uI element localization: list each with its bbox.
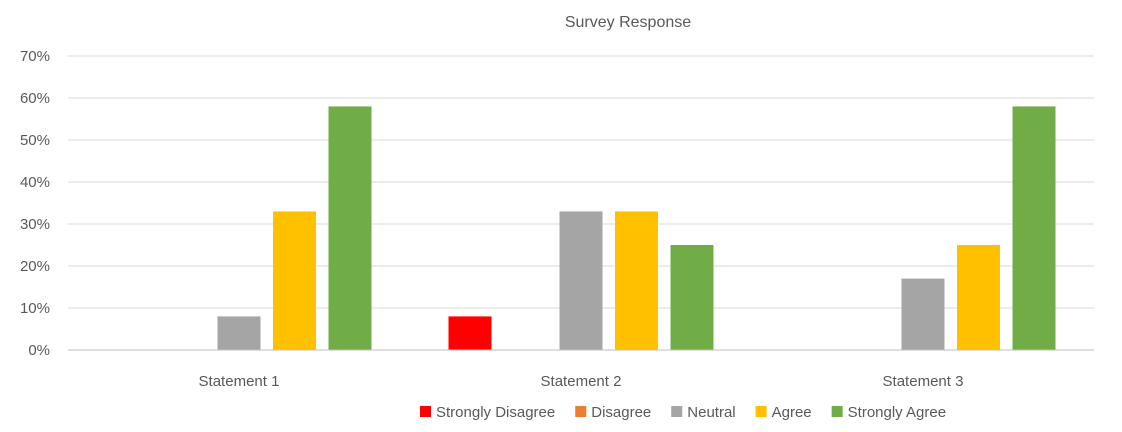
- legend-swatch: [755, 406, 767, 417]
- y-tick-label: 0%: [28, 342, 50, 359]
- bar-agree: [957, 245, 1000, 350]
- y-tick-label: 50%: [20, 132, 50, 149]
- y-tick-label: 20%: [20, 258, 50, 275]
- x-axis-categories: Statement 1 Statement 2 Statement 3: [199, 373, 964, 390]
- legend-item: Disagree: [575, 404, 651, 421]
- legend-item: Agree: [755, 404, 812, 421]
- bar-strongly-agree: [1012, 106, 1056, 351]
- bar-neutral: [559, 211, 603, 350]
- legend-label: Strongly Agree: [848, 404, 946, 421]
- y-tick-label: 30%: [20, 216, 50, 233]
- bar-neutral: [217, 316, 261, 350]
- bar-strongly-agree: [670, 245, 714, 350]
- bar-strongly-disagree: [448, 316, 492, 350]
- bar-agree: [273, 211, 316, 350]
- legend-swatch: [831, 406, 843, 417]
- legend-label: Strongly Disagree: [436, 404, 555, 421]
- legend-item: Strongly Disagree: [420, 404, 555, 421]
- y-tick-label: 10%: [20, 300, 50, 317]
- bar-agree: [615, 211, 658, 350]
- legend-item: Neutral: [671, 404, 736, 421]
- y-tick-label: 40%: [20, 174, 50, 191]
- legend-label: Disagree: [591, 404, 651, 421]
- legend-swatch: [575, 406, 587, 417]
- x-category-label: Statement 2: [541, 373, 622, 390]
- bars: [217, 106, 1056, 351]
- legend-swatch: [671, 406, 683, 417]
- y-tick-label: 70%: [20, 48, 50, 65]
- bar-neutral: [901, 278, 945, 350]
- legend-item: Strongly Agree: [831, 404, 946, 421]
- legend: Strongly Disagree Disagree Neutral Agree Str…: [420, 404, 946, 421]
- chart-title: Survey Response: [565, 14, 691, 31]
- legend-label: Neutral: [687, 404, 735, 421]
- bar-strongly-agree: [328, 106, 372, 351]
- y-tick-label: 60%: [20, 90, 50, 107]
- legend-label: Agree: [772, 404, 812, 421]
- legend-swatch: [420, 406, 431, 417]
- y-axis-ticks: 0% 10% 20% 30% 40% 50% 60% 70%: [20, 48, 50, 359]
- x-category-label: Statement 3: [883, 373, 964, 390]
- x-category-label: Statement 1: [199, 373, 280, 390]
